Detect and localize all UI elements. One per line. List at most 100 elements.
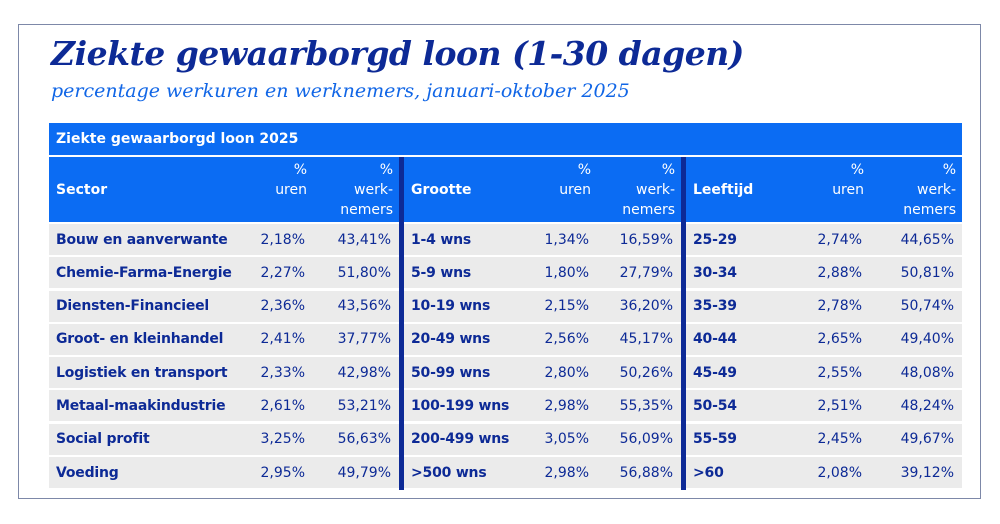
column-divider: [399, 357, 404, 391]
table-cell-leeftijd: 50-54: [686, 390, 798, 422]
table-cell-l-werk: 50,74%: [870, 290, 962, 322]
table-cell-sector: Diensten-Financieel: [49, 290, 249, 322]
table-cell-l-werk: 49,67%: [870, 423, 962, 455]
column-divider: [681, 257, 686, 291]
table-cell-g-uren: 1,34%: [537, 224, 597, 255]
table-cell-s-uren: 2,27%: [249, 257, 313, 289]
table-cell-s-uren: 2,95%: [249, 457, 313, 489]
column-divider: [399, 290, 404, 324]
column-divider: [399, 224, 404, 258]
table-cell-g-werk: 50,26%: [597, 357, 681, 389]
header-leeftijd-werknemers: % werk-nemers: [870, 157, 962, 222]
table-cell-leeftijd: 55-59: [686, 423, 798, 455]
table-cell-leeftijd: 35-39: [686, 290, 798, 322]
column-divider: [681, 290, 686, 324]
table-cell-g-uren: 2,56%: [537, 323, 597, 355]
table-cell-leeftijd: 25-29: [686, 224, 798, 255]
table-cell-g-uren: 2,98%: [537, 390, 597, 422]
data-table: Ziekte gewaarborgd loon 2025 Sector % ure…: [49, 123, 962, 491]
table-caption: Ziekte gewaarborgd loon 2025: [49, 123, 962, 155]
table-cell-s-uren: 2,18%: [249, 224, 313, 255]
table-cell-s-werk: 43,56%: [313, 290, 399, 322]
table-cell-grootte: 10-19 wns: [404, 290, 537, 322]
table-cell-g-werk: 45,17%: [597, 323, 681, 355]
table-cell-g-uren: 3,05%: [537, 423, 597, 455]
table-cell-l-werk: 48,08%: [870, 357, 962, 389]
table-cell-grootte: 50-99 wns: [404, 357, 537, 389]
header-grootte: Grootte: [404, 157, 537, 222]
column-divider: [681, 457, 686, 491]
table-cell-leeftijd: >60: [686, 457, 798, 489]
table-cell-grootte: 1-4 wns: [404, 224, 537, 255]
column-divider: [681, 157, 686, 224]
table-cell-sector: Bouw en aanverwante: [49, 224, 249, 255]
table-cell-s-uren: 3,25%: [249, 423, 313, 455]
table-cell-l-uren: 2,08%: [798, 457, 870, 489]
table-cell-s-uren: 2,33%: [249, 357, 313, 389]
table-cell-g-uren: 2,15%: [537, 290, 597, 322]
table-cell-l-uren: 2,45%: [798, 423, 870, 455]
header-grootte-uren: % uren: [537, 157, 597, 222]
table-cell-l-werk: 49,40%: [870, 323, 962, 355]
header-grootte-werknemers: % werk-nemers: [597, 157, 681, 222]
table-cell-leeftijd: 40-44: [686, 323, 798, 355]
header-leeftijd-uren: % uren: [798, 157, 870, 222]
table-cell-s-werk: 42,98%: [313, 357, 399, 389]
header-sector-werknemers: % werk-nemers: [313, 157, 399, 222]
table-cell-s-werk: 43,41%: [313, 224, 399, 255]
table-cell-sector: Groot- en kleinhandel: [49, 323, 249, 355]
table-cell-g-werk: 55,35%: [597, 390, 681, 422]
table-cell-sector: Logistiek en transport: [49, 357, 249, 389]
table-cell-l-uren: 2,78%: [798, 290, 870, 322]
table-cell-leeftijd: 30-34: [686, 257, 798, 289]
table-cell-s-uren: 2,61%: [249, 390, 313, 422]
table-cell-l-uren: 2,74%: [798, 224, 870, 255]
table-cell-g-werk: 56,09%: [597, 423, 681, 455]
column-divider: [399, 457, 404, 491]
table-cell-sector: Metaal-maakindustrie: [49, 390, 249, 422]
table-cell-leeftijd: 45-49: [686, 357, 798, 389]
table-cell-l-werk: 50,81%: [870, 257, 962, 289]
infographic-frame: [18, 24, 981, 499]
table-cell-g-uren: 1,80%: [537, 257, 597, 289]
table-cell-grootte: 200-499 wns: [404, 423, 537, 455]
table-cell-s-werk: 53,21%: [313, 390, 399, 422]
table-cell-g-werk: 56,88%: [597, 457, 681, 489]
table-cell-s-werk: 49,79%: [313, 457, 399, 489]
table-cell-sector: Voeding: [49, 457, 249, 489]
table-cell-l-uren: 2,55%: [798, 357, 870, 389]
table-cell-g-werk: 27,79%: [597, 257, 681, 289]
table-cell-s-werk: 37,77%: [313, 323, 399, 355]
table-cell-l-uren: 2,65%: [798, 323, 870, 355]
table-cell-l-uren: 2,88%: [798, 257, 870, 289]
table-cell-grootte: >500 wns: [404, 457, 537, 489]
column-divider: [681, 390, 686, 424]
column-divider: [399, 390, 404, 424]
table-cell-s-werk: 56,63%: [313, 423, 399, 455]
column-divider: [399, 323, 404, 358]
header-sector: Sector: [49, 157, 249, 222]
table-cell-g-werk: 16,59%: [597, 224, 681, 255]
table-cell-g-werk: 36,20%: [597, 290, 681, 322]
header-sector-uren: % uren: [249, 157, 313, 222]
column-divider: [399, 423, 404, 458]
column-divider: [399, 157, 404, 224]
page-title: Ziekte gewaarborgd loon (1-30 dagen): [51, 34, 744, 73]
table-cell-grootte: 20-49 wns: [404, 323, 537, 355]
table-cell-l-werk: 48,24%: [870, 390, 962, 422]
table-cell-g-uren: 2,98%: [537, 457, 597, 489]
table-cell-g-uren: 2,80%: [537, 357, 597, 389]
table-grid: Sector % uren % werk-nemers Grootte % uren …: [49, 157, 962, 491]
table-cell-s-uren: 2,41%: [249, 323, 313, 355]
column-divider: [399, 257, 404, 291]
table-cell-l-uren: 2,51%: [798, 390, 870, 422]
header-leeftijd: Leeftijd: [686, 157, 798, 222]
table-cell-s-werk: 51,80%: [313, 257, 399, 289]
table-cell-s-uren: 2,36%: [249, 290, 313, 322]
column-divider: [681, 423, 686, 458]
table-cell-sector: Social profit: [49, 423, 249, 455]
table-cell-grootte: 5-9 wns: [404, 257, 537, 289]
column-divider: [681, 357, 686, 391]
page-subtitle: percentage werkuren en werknemers, janua…: [51, 80, 630, 102]
column-divider: [681, 323, 686, 358]
